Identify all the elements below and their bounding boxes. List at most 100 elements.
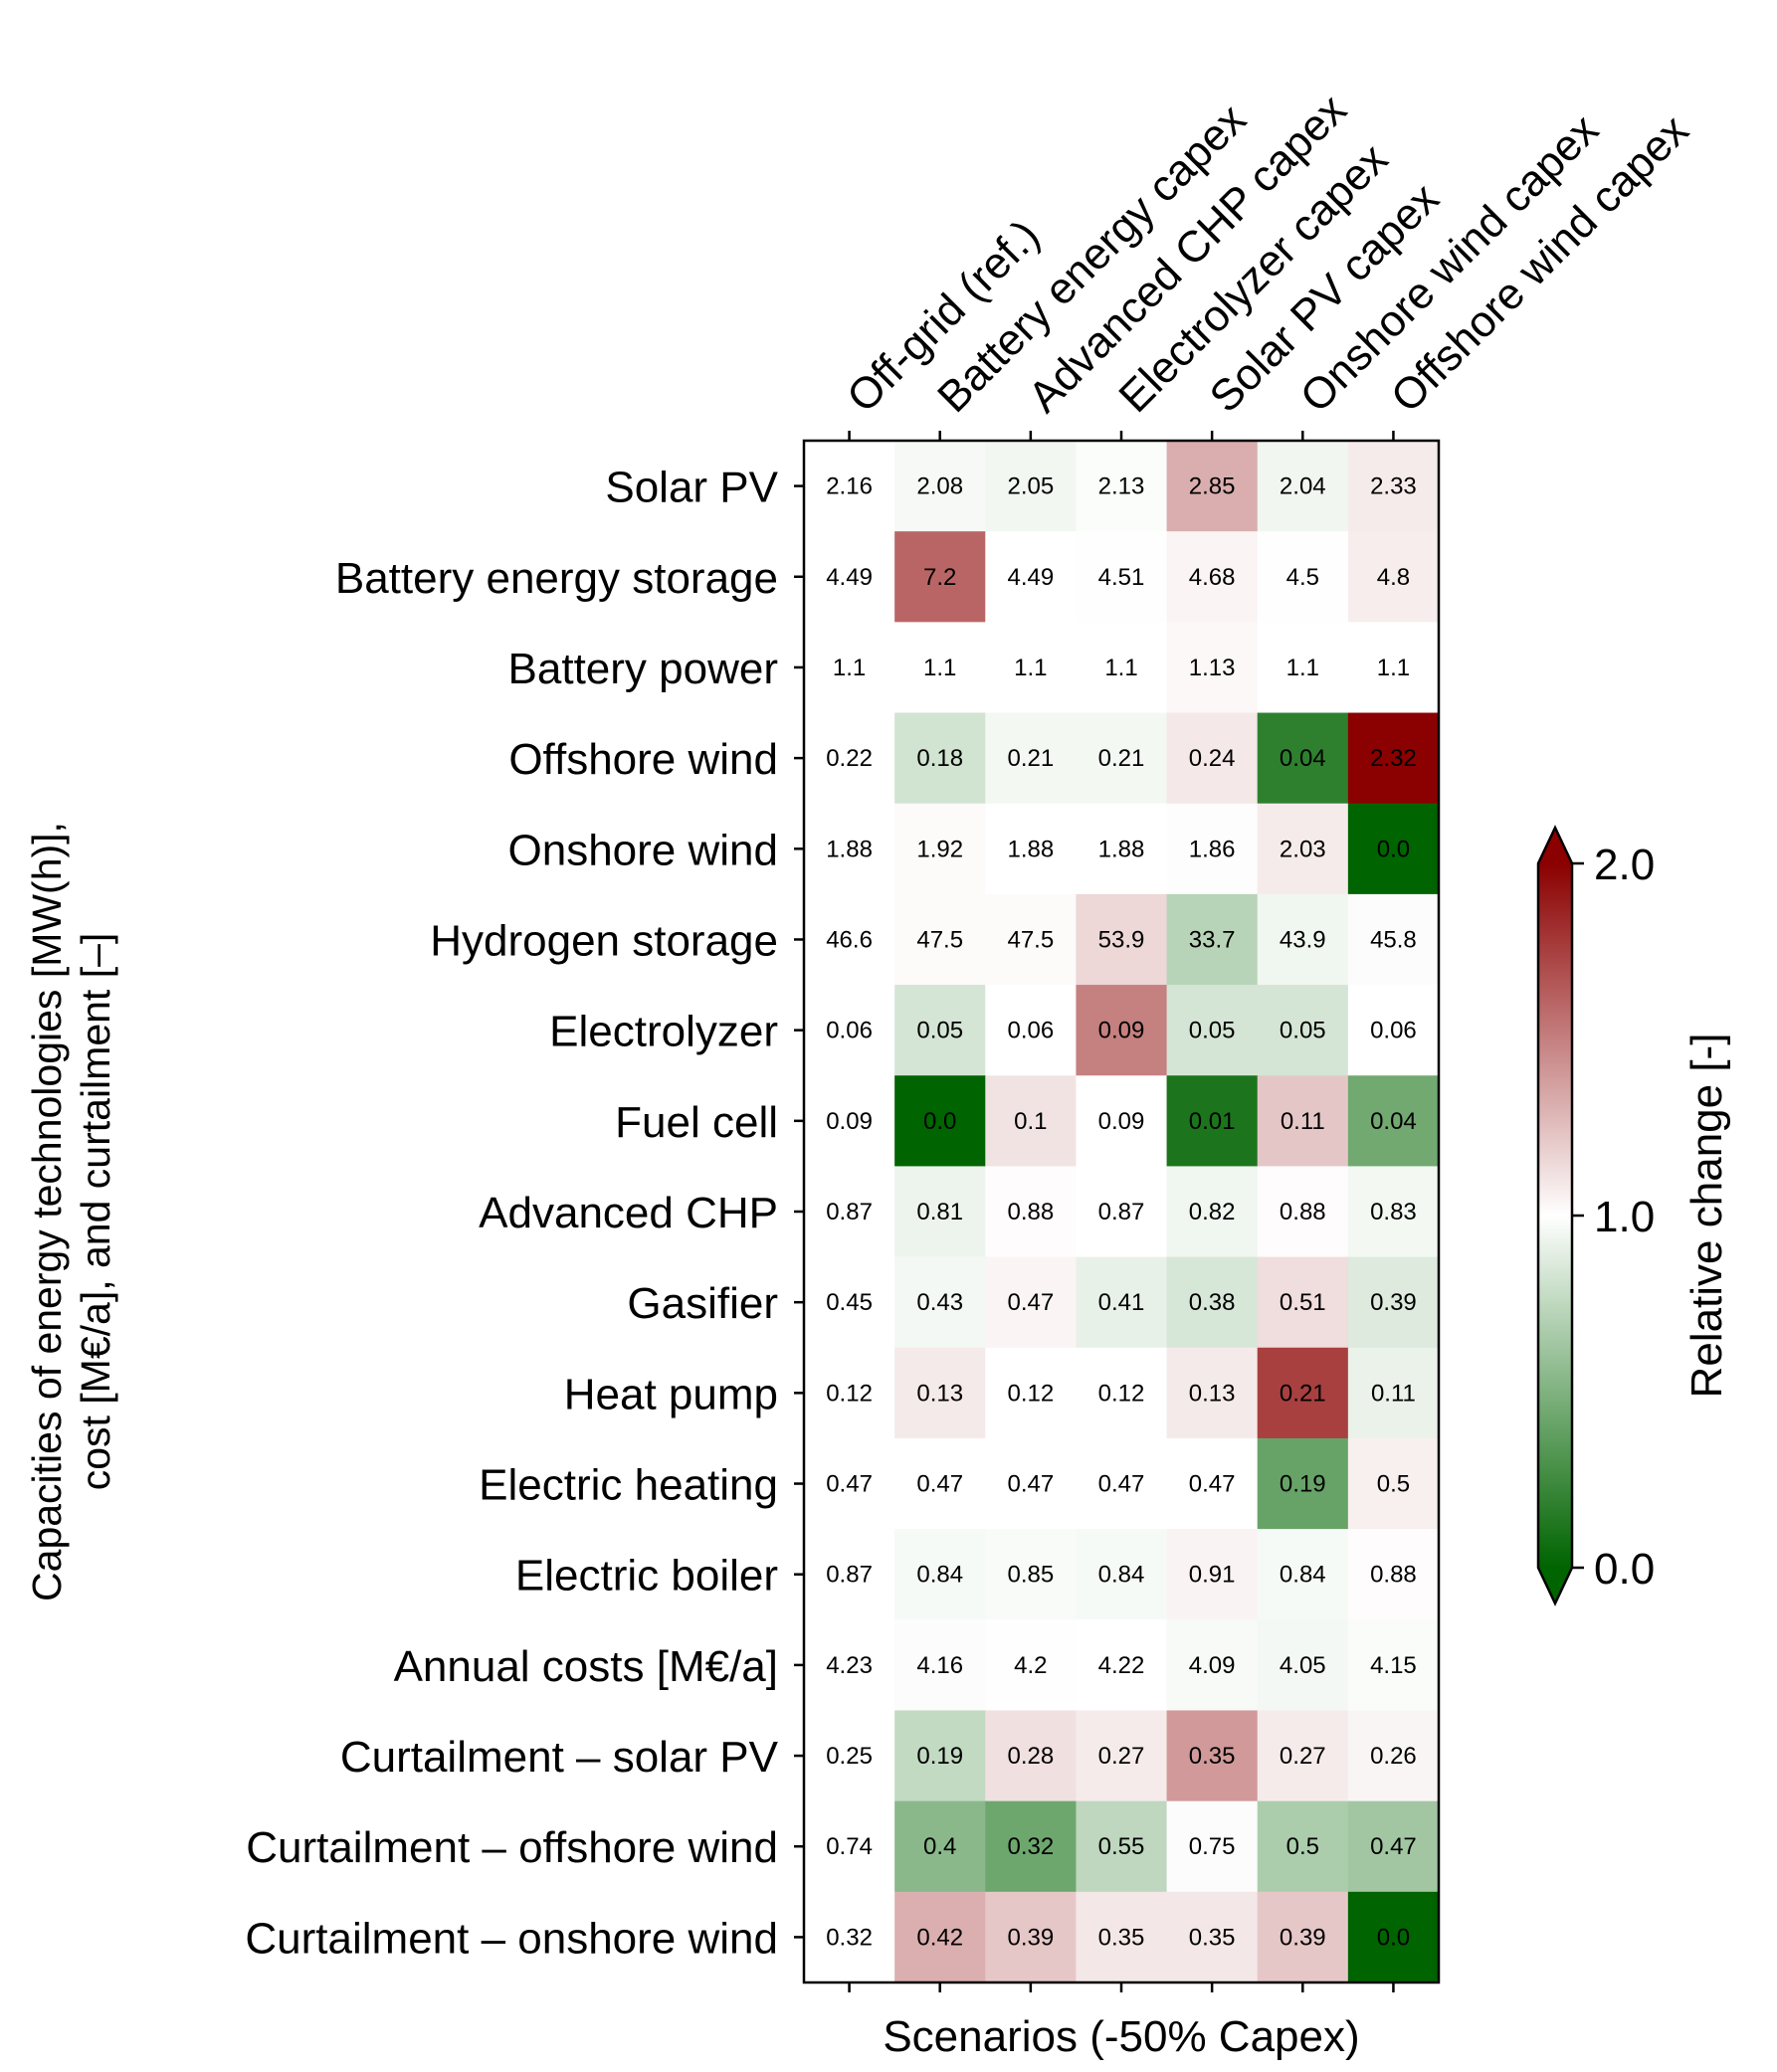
heatmap-cell xyxy=(894,441,986,532)
cell-value-label: 1.88 xyxy=(1098,836,1145,862)
heatmap-cell xyxy=(1347,803,1440,895)
heatmap-cell xyxy=(985,1256,1078,1349)
cell-value-label: 0.27 xyxy=(1280,1743,1326,1770)
cell-value-label: 0.84 xyxy=(1280,1562,1326,1589)
heatmap-cell xyxy=(894,1710,986,1802)
cell-value-label: 0.09 xyxy=(1098,1018,1145,1044)
heatmap-cell xyxy=(804,1529,895,1620)
cell-value-label: 4.05 xyxy=(1280,1652,1326,1679)
cell-value-label: 0.04 xyxy=(1280,745,1326,772)
heatmap-cell xyxy=(1076,622,1168,714)
cell-value-label: 53.9 xyxy=(1098,926,1145,953)
cell-value-label: 0.21 xyxy=(1280,1380,1326,1407)
heatmap-cell xyxy=(894,1256,986,1349)
heatmap-cell xyxy=(1166,441,1259,532)
cell-value-label: 0.39 xyxy=(1007,1924,1054,1951)
colorbar: 0.0 1.0 2.0 Relative change [-] xyxy=(1536,825,1731,1606)
heatmap-cell xyxy=(804,803,895,895)
cell-value-label: 2.05 xyxy=(1007,473,1054,500)
cell-value-label: 0.24 xyxy=(1189,745,1236,772)
cell-value-label: 0.88 xyxy=(1280,1199,1326,1225)
heatmap-cell xyxy=(1166,622,1259,714)
heatmap-cell xyxy=(894,1166,986,1258)
cell-value-label: 0.74 xyxy=(826,1833,873,1860)
cell-value-label: 1.1 xyxy=(833,655,866,681)
cell-value-label: 0.82 xyxy=(1189,1199,1236,1225)
cell-value-label: 4.15 xyxy=(1370,1652,1417,1679)
cell-value-label: 0.85 xyxy=(1007,1562,1054,1589)
heatmap-cell xyxy=(1166,1437,1259,1530)
y-tick-label: Hydrogen storage xyxy=(430,916,778,965)
heatmap-cell xyxy=(985,1800,1078,1893)
heatmap-cell xyxy=(894,803,986,895)
cell-value-label: 47.5 xyxy=(1007,926,1054,953)
cell-value-label: 0.26 xyxy=(1370,1743,1417,1770)
y-tick-label: Solar PV xyxy=(605,464,778,512)
heatmap-cell xyxy=(1166,803,1259,895)
cell-value-label: 0.91 xyxy=(1189,1562,1236,1589)
colorbar-tick-label: 2.0 xyxy=(1594,841,1655,889)
y-tick-labels: Solar PV Battery energy storage Battery po… xyxy=(245,464,778,1964)
cell-value-label: 1.92 xyxy=(916,836,963,862)
cell-value-label: 0.42 xyxy=(916,1924,963,1951)
cell-value-label: 4.51 xyxy=(1098,564,1145,591)
cell-value-label: 4.5 xyxy=(1286,564,1319,591)
heatmap-cell xyxy=(804,985,895,1076)
cell-value-label: 2.13 xyxy=(1098,473,1145,500)
y-tick-label: Electric heating xyxy=(479,1461,778,1510)
heatmap-cell xyxy=(1347,1529,1440,1620)
y-tick-label: Electrolyzer xyxy=(549,1008,778,1056)
cell-value-label: 0.05 xyxy=(1189,1018,1236,1044)
heatmap-cell xyxy=(1166,712,1259,805)
heatmap-cell xyxy=(894,1075,986,1168)
cell-value-label: 4.2 xyxy=(1014,1652,1047,1679)
cell-value-label: 0.05 xyxy=(1280,1018,1326,1044)
heatmap-cell xyxy=(1257,622,1349,714)
cell-value-label: 46.6 xyxy=(826,926,873,953)
cell-value-label: 0.18 xyxy=(916,745,963,772)
heatmap-cell xyxy=(1166,1166,1259,1258)
cell-value-label: 0.4 xyxy=(923,1833,956,1860)
heatmap-cell xyxy=(804,1710,895,1802)
cell-value-label: 1.1 xyxy=(923,655,956,681)
cell-value-label: 0.0 xyxy=(923,1108,956,1135)
cell-value-label: 4.49 xyxy=(1007,564,1054,591)
heatmap-cell-labels: 2.16 2.08 2.05 2.13 2.85 2.04 2.33 4.49 7.2 4.49 4… xyxy=(826,473,1417,1952)
cell-value-label: 2.33 xyxy=(1370,473,1417,500)
heatmap-cell xyxy=(804,712,895,805)
cell-value-label: 4.23 xyxy=(826,1652,873,1679)
heatmap-cell xyxy=(985,1619,1078,1712)
cell-value-label: 4.22 xyxy=(1098,1652,1145,1679)
y-axis-label: Capacities of energy technologies [MW(h)… xyxy=(24,822,118,1601)
heatmap-cell xyxy=(1076,1529,1168,1620)
heatmap-cell xyxy=(804,531,895,623)
y-tick-label: Curtailment – onshore wind xyxy=(245,1914,778,1963)
y-tick-label: Advanced CHP xyxy=(479,1189,778,1237)
heatmap-cell xyxy=(1166,1619,1259,1712)
cell-value-label: 33.7 xyxy=(1189,926,1236,953)
heatmap-cell xyxy=(985,1710,1078,1802)
cell-value-label: 0.35 xyxy=(1189,1743,1236,1770)
heatmap-cell xyxy=(894,712,986,805)
heatmap-cell xyxy=(1166,985,1259,1076)
heatmap-cell xyxy=(1076,1619,1168,1712)
y-tick-label: Curtailment – offshore wind xyxy=(246,1823,778,1872)
heatmap-cell xyxy=(1347,1710,1440,1802)
heatmap-cell xyxy=(1257,1529,1349,1620)
heatmap-cell xyxy=(1166,1800,1259,1893)
cell-value-label: 1.88 xyxy=(1007,836,1054,862)
heatmap-cell xyxy=(1347,1437,1440,1530)
cell-value-label: 47.5 xyxy=(916,926,963,953)
heatmap-cell xyxy=(804,622,895,714)
heatmap-cell xyxy=(985,622,1078,714)
heatmap-cell xyxy=(985,985,1078,1076)
cell-value-label: 0.47 xyxy=(1007,1471,1054,1498)
cell-value-label: 0.39 xyxy=(1370,1289,1417,1316)
heatmap-cell xyxy=(1166,531,1259,623)
cell-value-label: 0.88 xyxy=(1370,1562,1417,1589)
heatmap-cell xyxy=(894,622,986,714)
cell-value-label: 4.49 xyxy=(826,564,873,591)
cell-value-label: 0.45 xyxy=(826,1289,873,1316)
cell-value-label: 0.12 xyxy=(826,1380,873,1407)
